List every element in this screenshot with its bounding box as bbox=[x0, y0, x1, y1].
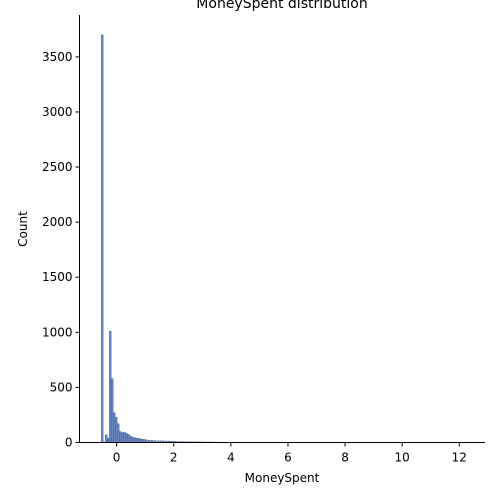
x-tick-label: 6 bbox=[284, 451, 292, 465]
x-axis-label: MoneySpent bbox=[245, 471, 320, 485]
x-tick-label: 2 bbox=[170, 451, 178, 465]
histogram-bar bbox=[109, 331, 112, 443]
histogram-bar bbox=[139, 438, 142, 443]
y-tick-label: 2000 bbox=[42, 215, 73, 229]
histogram-bar bbox=[119, 431, 122, 443]
histogram-bar bbox=[131, 436, 134, 443]
histogram-bar bbox=[137, 438, 140, 443]
histogram-bar bbox=[101, 34, 104, 443]
x-tick-label: 8 bbox=[341, 451, 349, 465]
x-tick-label: 10 bbox=[395, 451, 410, 465]
histogram-bar bbox=[115, 417, 118, 443]
y-tick-label: 1500 bbox=[42, 270, 73, 284]
histogram-bar bbox=[125, 432, 128, 443]
y-tick-label: 3500 bbox=[42, 50, 73, 64]
histogram-bar bbox=[127, 434, 130, 443]
chart-title: MoneySpent distribution bbox=[196, 0, 367, 12]
x-tick-label: 12 bbox=[452, 451, 467, 465]
x-axis-ticks: 0 2 4 6 8 10 12 bbox=[113, 442, 467, 465]
x-tick-label: 4 bbox=[227, 451, 235, 465]
y-axis-ticks: 0 500 1000 1500 2000 2500 3000 3500 bbox=[42, 50, 80, 450]
histogram-bar bbox=[133, 437, 136, 443]
histogram-bar bbox=[111, 378, 114, 443]
y-tick-label: 3000 bbox=[42, 105, 73, 119]
histogram-bar bbox=[107, 437, 110, 443]
y-tick-label: 0 bbox=[65, 436, 73, 450]
x-tick-label: 0 bbox=[113, 451, 121, 465]
y-tick-label: 500 bbox=[50, 380, 73, 394]
histogram-bar bbox=[129, 435, 132, 443]
y-tick-label: 2500 bbox=[42, 160, 73, 174]
histogram-bar bbox=[123, 431, 126, 443]
histogram-bar bbox=[105, 434, 108, 443]
histogram-bar bbox=[121, 432, 124, 443]
y-tick-label: 1000 bbox=[42, 325, 73, 339]
histogram-bar bbox=[135, 437, 138, 443]
histogram-bar bbox=[117, 423, 120, 443]
histogram-bars bbox=[101, 34, 291, 443]
histogram-bar bbox=[113, 412, 116, 443]
y-axis-label: Count bbox=[16, 211, 30, 247]
